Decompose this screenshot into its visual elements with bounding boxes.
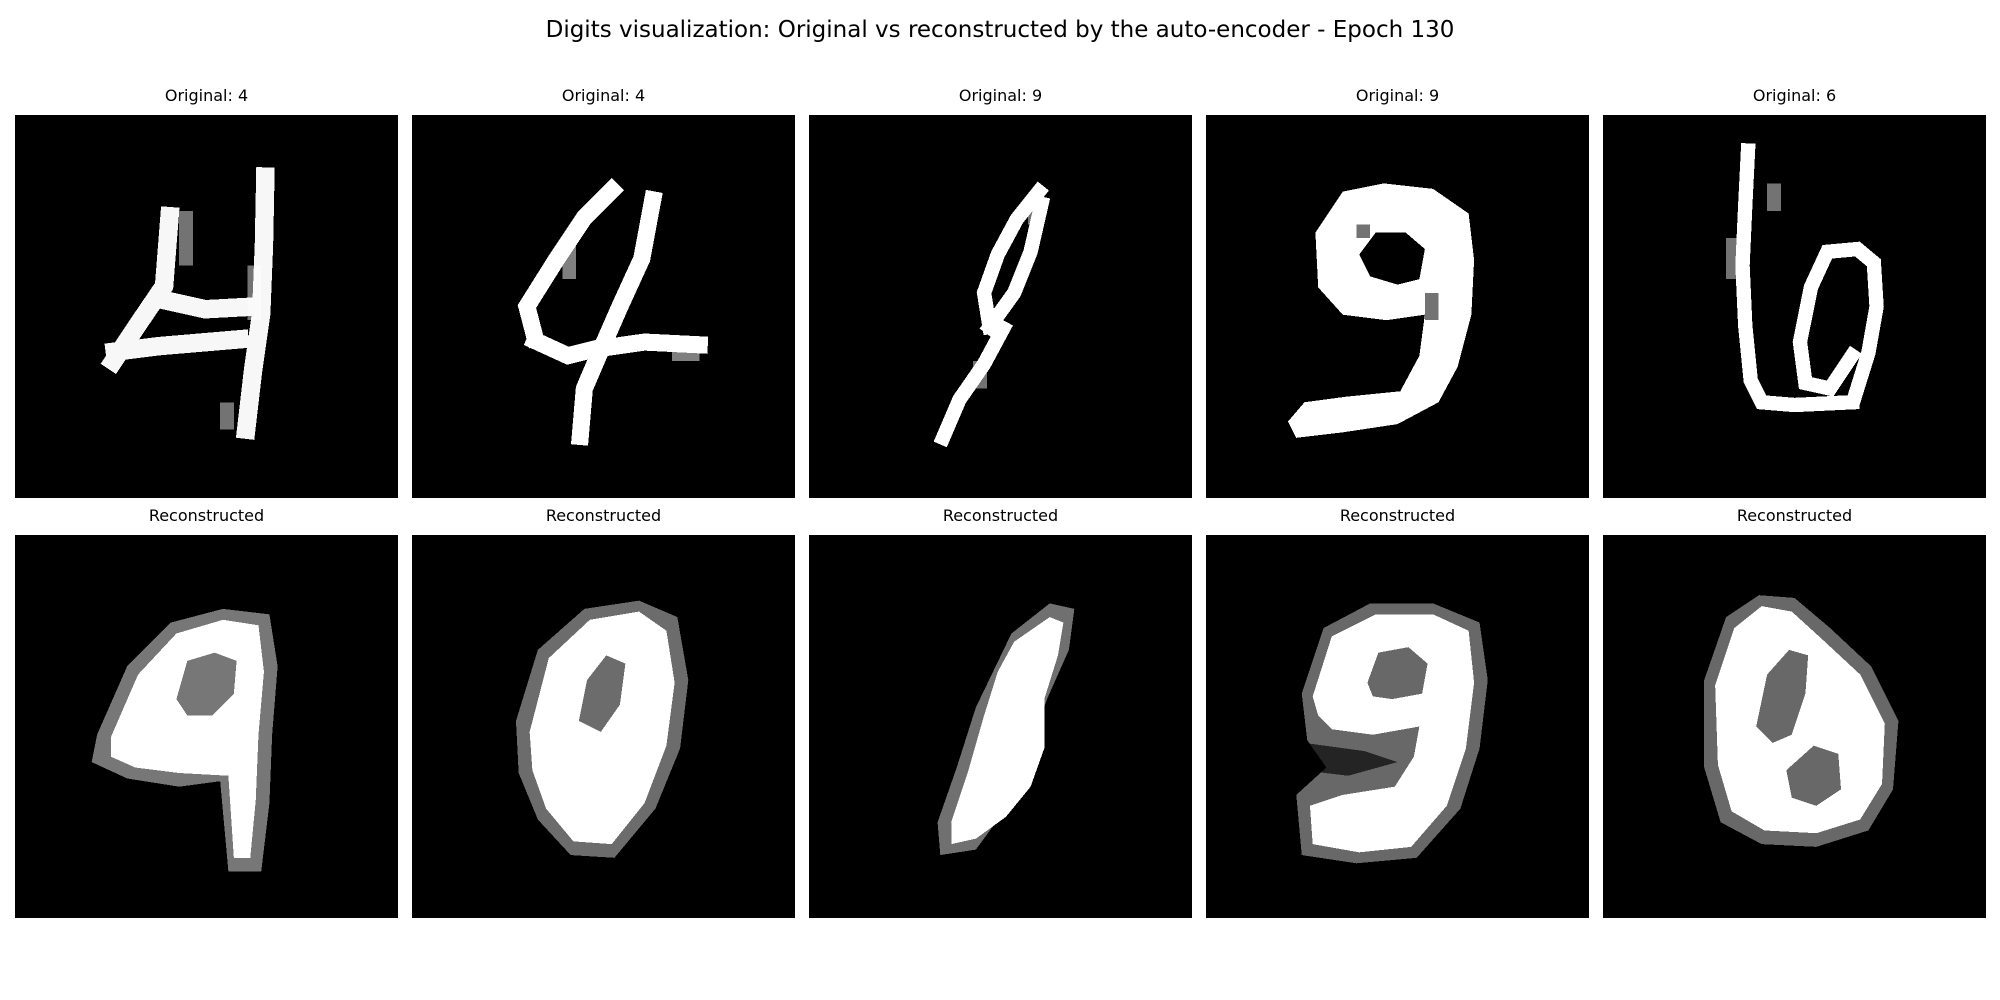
original-panel-1: Original: 4	[15, 86, 398, 498]
original-title-2: Original: 4	[561, 86, 646, 105]
figure-title: Digits visualization: Original vs recons…	[545, 17, 1455, 43]
original-image-1	[15, 115, 398, 498]
original-image-3	[809, 115, 1192, 498]
original-panel-3: Original: 9	[809, 86, 1192, 498]
original-panel-5: Original: 6	[1603, 86, 1986, 498]
original-title-1: Original: 4	[164, 86, 249, 105]
reconstructed-panel-4: Reconstructed	[1206, 506, 1589, 918]
original-image-2	[412, 115, 795, 498]
original-panel-2: Original: 4	[412, 86, 795, 498]
reconstructed-image-4	[1206, 535, 1589, 918]
reconstructed-title-4: Reconstructed	[1339, 506, 1456, 525]
reconstructed-title-3: Reconstructed	[942, 506, 1059, 525]
reconstructed-title-5: Reconstructed	[1736, 506, 1853, 525]
original-title-4: Original: 9	[1355, 86, 1440, 105]
reconstructed-title-1: Reconstructed	[148, 506, 265, 525]
reconstructed-panel-2: Reconstructed	[412, 506, 795, 918]
reconstructed-panel-5: Reconstructed	[1603, 506, 1986, 918]
reconstructed-image-1	[15, 535, 398, 918]
reconstructed-title-2: Reconstructed	[545, 506, 662, 525]
original-title-5: Original: 6	[1752, 86, 1837, 105]
original-image-5	[1603, 115, 1986, 498]
reconstructed-image-5	[1603, 535, 1986, 918]
reconstructed-image-3	[809, 535, 1192, 918]
original-panel-4: Original: 9	[1206, 86, 1589, 498]
original-image-4	[1206, 115, 1589, 498]
reconstructed-panel-1: Reconstructed	[15, 506, 398, 918]
reconstructed-image-2	[412, 535, 795, 918]
original-title-3: Original: 9	[958, 86, 1043, 105]
reconstructed-panel-3: Reconstructed	[809, 506, 1192, 918]
